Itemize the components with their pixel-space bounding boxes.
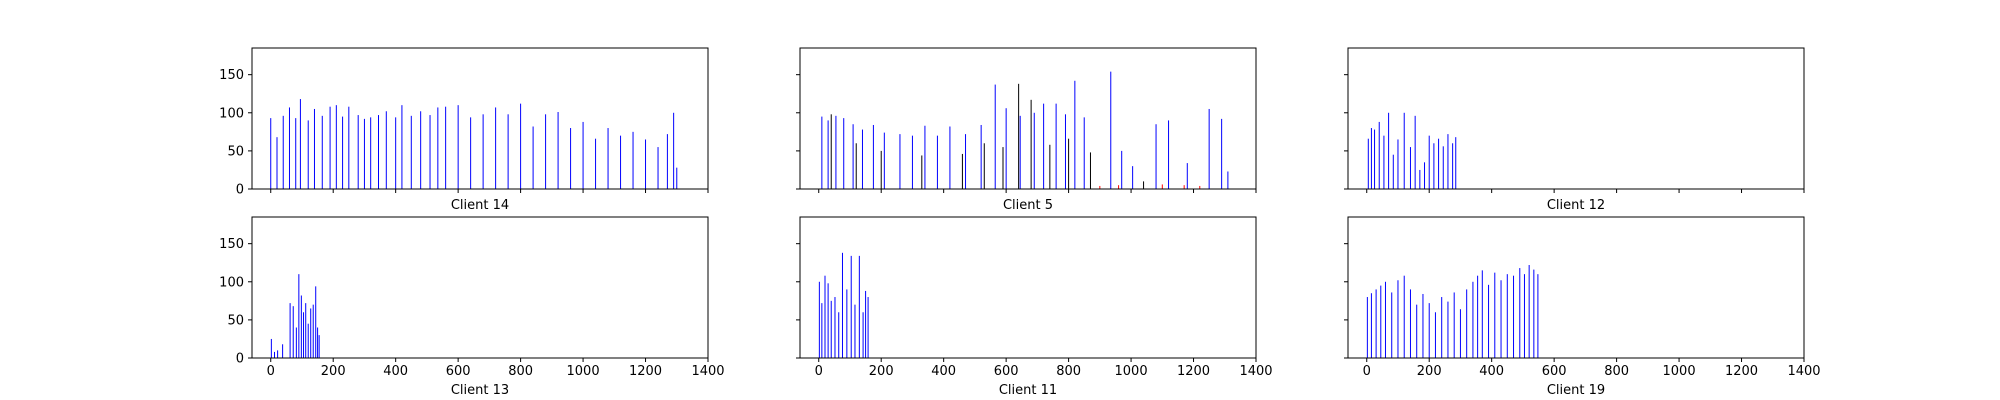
- plot-frame: [1347, 47, 1805, 190]
- y-tick-label: 0: [236, 183, 244, 198]
- x-tick-label: 1400: [1239, 364, 1272, 379]
- y-tick-label: 150: [219, 68, 244, 83]
- x-tick-label: 400: [931, 364, 956, 379]
- x-tick-label: 200: [869, 364, 894, 379]
- y-tick-label: 0: [236, 352, 244, 367]
- y-tick-label: 100: [219, 106, 244, 121]
- x-tick-label: 600: [994, 364, 1019, 379]
- plot-frame: [251, 216, 709, 359]
- x-axis-label: Client 14: [451, 198, 509, 213]
- x-tick-label: 1200: [629, 364, 662, 379]
- x-tick-label: 200: [1417, 364, 1442, 379]
- x-tick-label: 1000: [1115, 364, 1148, 379]
- x-tick-label: 1400: [1787, 364, 1820, 379]
- x-tick-label: 1000: [1663, 364, 1696, 379]
- x-tick-label: 800: [508, 364, 533, 379]
- x-tick-label: 800: [1604, 364, 1629, 379]
- chart-panel-5: 0 200 400 600 800 1000 1200 1400 Client 11: [796, 216, 1273, 398]
- plot-frame: [251, 47, 709, 190]
- chart-panel-4: 0 200 400 600 800 1000 1200 1400 0 50 100 150 Client…: [219, 216, 725, 398]
- x-tick-label: 0: [1363, 364, 1371, 379]
- chart-panel-2: Client 5: [796, 47, 1257, 213]
- x-axis-label: Client 13: [451, 383, 509, 398]
- x-axis-label: Client 12: [1547, 198, 1605, 213]
- x-tick-label: 400: [1479, 364, 1504, 379]
- x-tick-label: 400: [383, 364, 408, 379]
- y-tick-label: 50: [227, 313, 244, 328]
- x-axis-label: Client 5: [1003, 198, 1053, 213]
- x-tick-label: 600: [446, 364, 471, 379]
- x-tick-label: 1200: [1725, 364, 1758, 379]
- y-tick-label: 100: [219, 275, 244, 290]
- x-tick-label: 1400: [691, 364, 724, 379]
- x-axis-label: Client 11: [999, 383, 1057, 398]
- y-tick-label: 50: [227, 144, 244, 159]
- x-tick-label: 1200: [1177, 364, 1210, 379]
- x-axis-label: Client 19: [1547, 383, 1605, 398]
- x-tick-label: 1000: [567, 364, 600, 379]
- x-tick-label: 600: [1542, 364, 1567, 379]
- x-tick-label: 0: [815, 364, 823, 379]
- y-tick-label: 150: [219, 237, 244, 252]
- chart-panel-1: 0 50 100 150 Client 14: [219, 47, 709, 213]
- x-tick-label: 200: [321, 364, 346, 379]
- chart-panel-6: 0 200 400 600 800 1000 1200 1400 Client 19: [1344, 216, 1821, 398]
- plot-frame: [1347, 216, 1805, 359]
- plot-frame: [799, 216, 1257, 359]
- x-tick-label: 0: [267, 364, 275, 379]
- chart-panel-3: Client 12: [1344, 47, 1805, 213]
- plot-frame: [799, 47, 1257, 190]
- x-tick-label: 800: [1056, 364, 1081, 379]
